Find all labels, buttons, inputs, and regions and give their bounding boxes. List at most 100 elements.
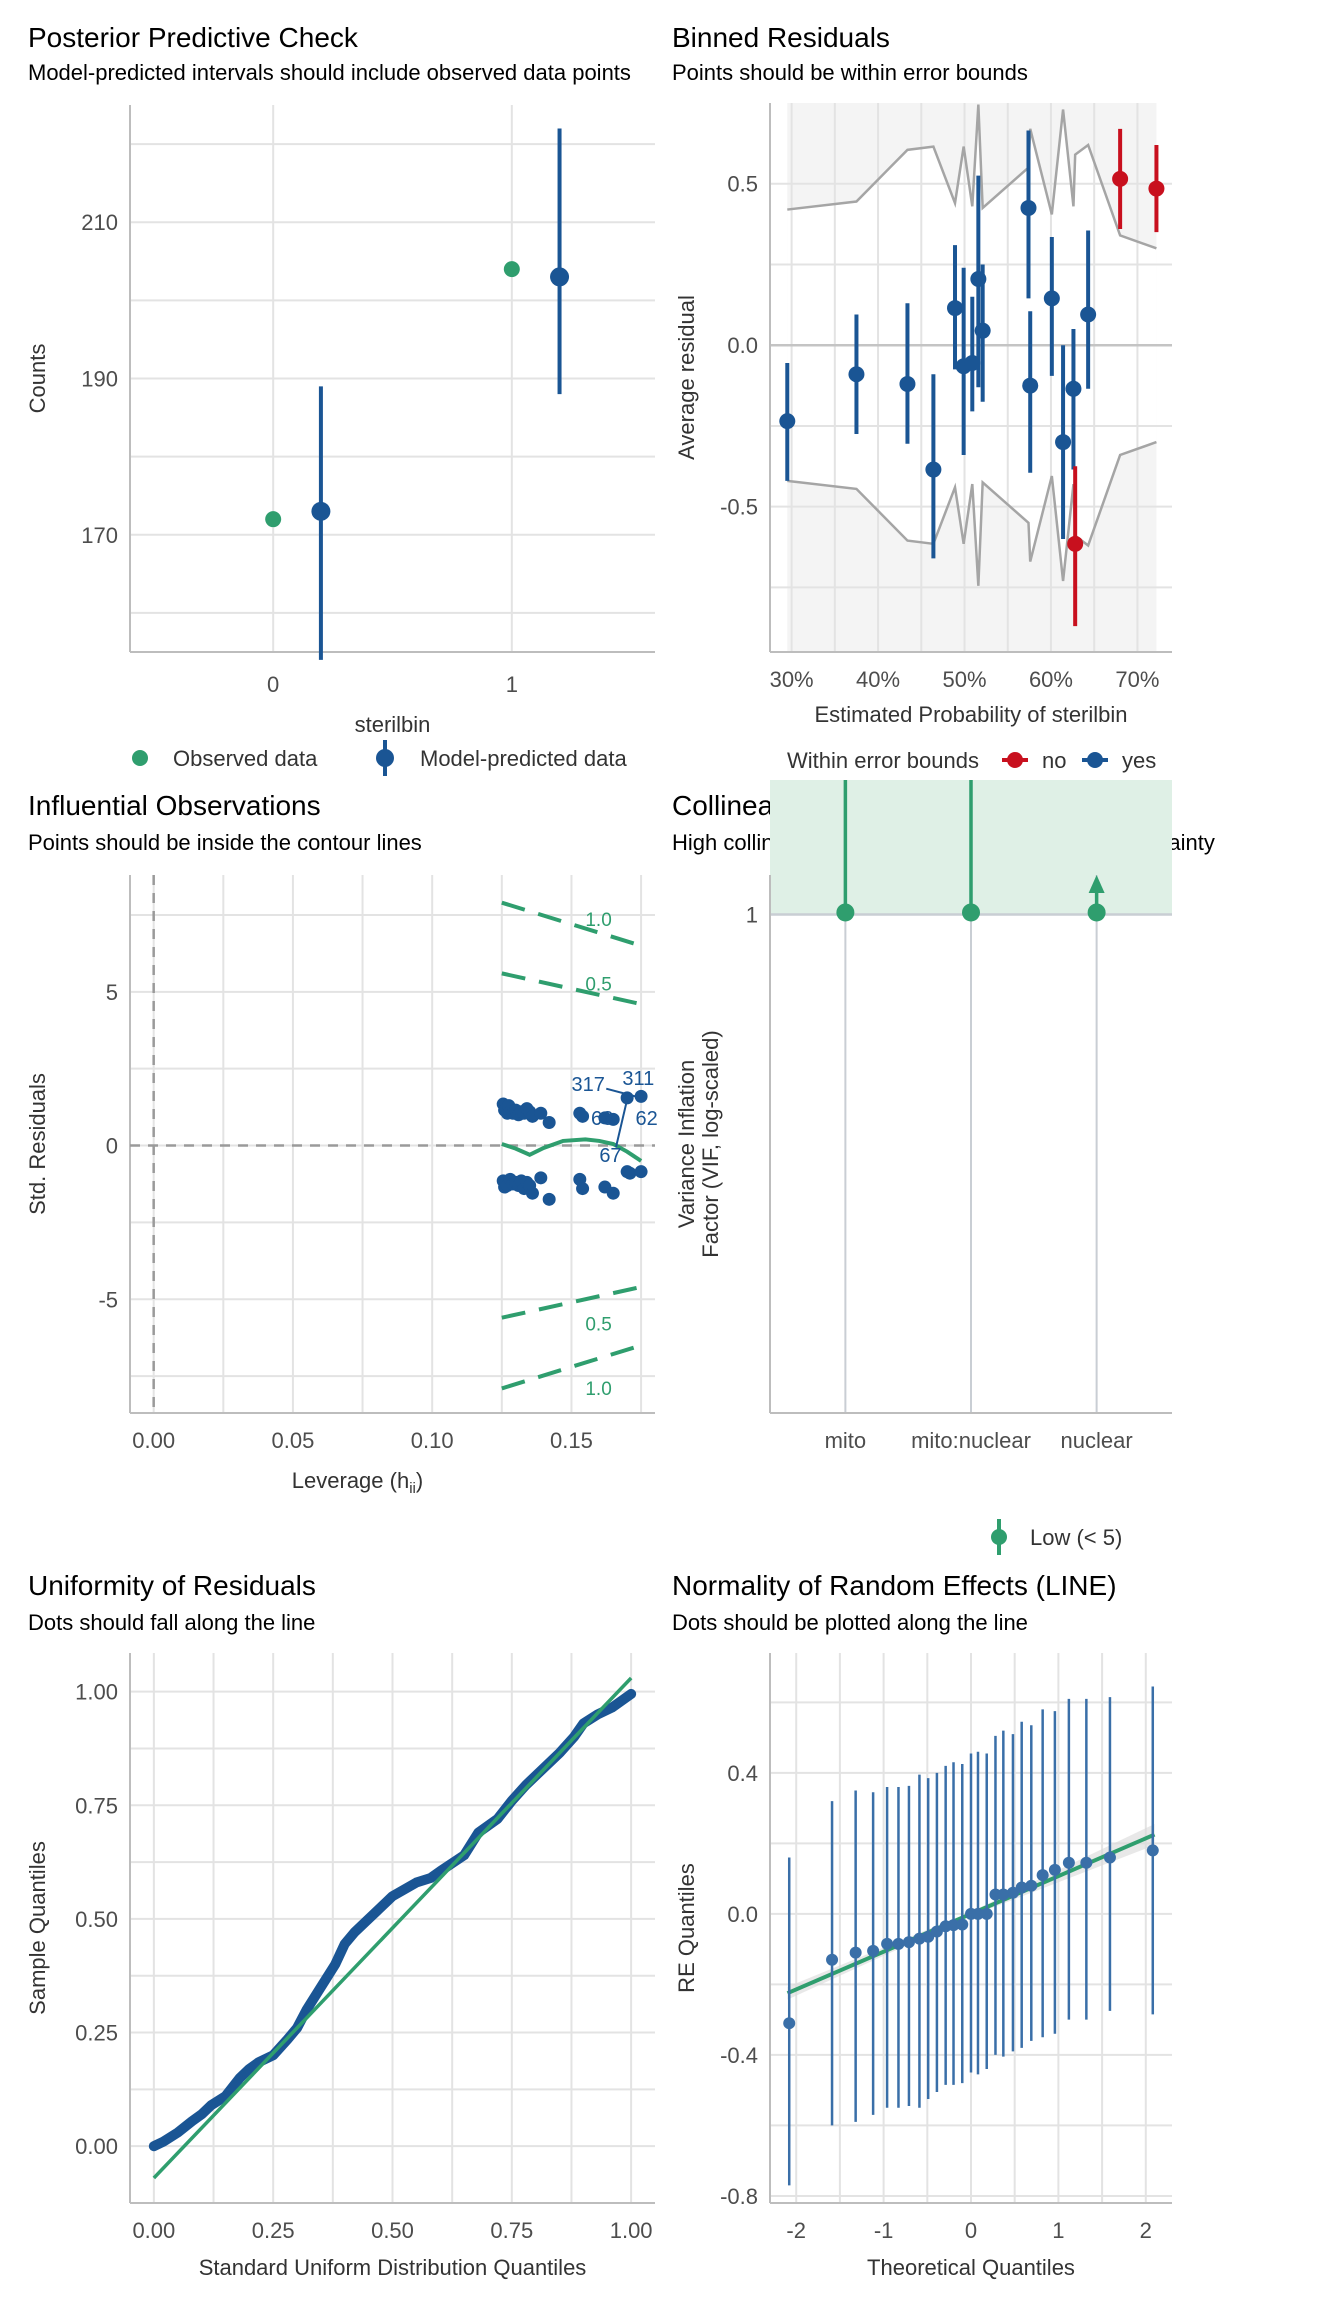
y-tick-label: -5 bbox=[98, 1287, 118, 1312]
x-axis-title: Estimated Probability of sterilbin bbox=[814, 702, 1127, 727]
y-axis-title: Sample Quantiles bbox=[25, 1841, 50, 2015]
binned-panel: Binned Residuals Points should be within… bbox=[672, 0, 1344, 780]
residual-point bbox=[974, 322, 991, 339]
observation-point bbox=[576, 1109, 590, 1123]
x-tick-label: 2 bbox=[1140, 2218, 1152, 2243]
y-tick-label: -0.5 bbox=[720, 495, 758, 520]
re-point bbox=[971, 1907, 984, 1920]
uniformity-title: Uniformity of Residuals bbox=[28, 1570, 316, 1601]
observation-point bbox=[634, 1089, 648, 1103]
normality-title: Normality of Random Effects (LINE) bbox=[672, 1570, 1117, 1601]
x-tick-label: 1 bbox=[1052, 2218, 1064, 2243]
cooks-distance-contour bbox=[501, 900, 642, 948]
y-tick-label: 0.25 bbox=[75, 2021, 118, 2046]
y-tick-label: 1.00 bbox=[75, 1680, 118, 1705]
x-tick-label: 0.15 bbox=[550, 1428, 593, 1453]
observation-point bbox=[534, 1171, 548, 1185]
re-point bbox=[902, 1936, 915, 1949]
uniformity-panel: Uniformity of Residuals Dots should fall… bbox=[0, 1560, 672, 2304]
residual-point bbox=[1067, 535, 1084, 552]
observation-label: 68 bbox=[591, 1108, 613, 1130]
label-leader-line bbox=[606, 1087, 642, 1099]
legend-observed-key bbox=[132, 750, 148, 766]
legend-observed-label: Observed data bbox=[173, 746, 318, 771]
ppc-chart: 170 190 210 0 1 sterilbin Counts Observed data M… bbox=[25, 105, 655, 776]
influential-subtitle: Points should be inside the contour line… bbox=[28, 830, 422, 855]
observation-label: 311 bbox=[622, 1068, 654, 1090]
residual-point bbox=[1112, 170, 1129, 187]
legend-yes-key-dot bbox=[1087, 752, 1103, 768]
residual-point bbox=[1043, 290, 1060, 307]
x-tick-label: 60% bbox=[1029, 667, 1073, 692]
vif-arrowhead bbox=[1088, 875, 1105, 893]
re-point bbox=[1006, 1886, 1019, 1899]
observation-point bbox=[576, 1182, 590, 1196]
re-point bbox=[867, 1944, 880, 1957]
binned-title: Binned Residuals bbox=[672, 22, 890, 53]
contour-label: 1.0 bbox=[585, 910, 611, 931]
influential-title: Influential Observations bbox=[28, 790, 321, 821]
upper-error-bound bbox=[787, 104, 1157, 250]
x-axis-title: Theoretical Quantiles bbox=[867, 2255, 1075, 2280]
re-point bbox=[881, 1937, 894, 1950]
y-tick-label: -0.4 bbox=[720, 2043, 758, 2068]
y-tick-label: 210 bbox=[81, 210, 118, 235]
observation-point bbox=[623, 1166, 637, 1180]
contour-label: 1.0 bbox=[585, 1379, 611, 1400]
x-tick-label: 0.10 bbox=[411, 1428, 454, 1453]
contour-label: 0.5 bbox=[585, 1314, 611, 1335]
observation-point bbox=[542, 1192, 556, 1206]
re-point bbox=[997, 1888, 1010, 1901]
x-tick-label: 1 bbox=[506, 672, 518, 697]
x-tick-label: 0.75 bbox=[490, 2218, 533, 2243]
loess-smooth-line bbox=[501, 1137, 643, 1163]
x-tick-label: 0.00 bbox=[132, 2218, 175, 2243]
residual-point bbox=[899, 375, 916, 392]
legend-yes-label: yes bbox=[1122, 748, 1156, 773]
y-tick-label: 0.50 bbox=[75, 1907, 118, 1932]
observation-label: 62 bbox=[636, 1108, 658, 1130]
vif-point bbox=[962, 903, 980, 922]
observed-point bbox=[265, 511, 282, 528]
x-tick-label: 1.00 bbox=[610, 2218, 653, 2243]
residual-point bbox=[947, 300, 964, 317]
re-point bbox=[1080, 1856, 1093, 1869]
y-tick-label: 0.5 bbox=[727, 172, 758, 197]
re-point bbox=[783, 2017, 796, 2030]
x-tick-label: mito bbox=[825, 1428, 867, 1453]
collinearity-panel: Collinearity High collinearity (VIF) may… bbox=[672, 780, 1344, 1560]
residual-point bbox=[964, 354, 981, 371]
x-tick-label: 0.05 bbox=[272, 1428, 315, 1453]
x-axis-title: Leverage (hii) bbox=[292, 1468, 423, 1497]
re-point bbox=[1146, 1844, 1159, 1857]
residual-point bbox=[1055, 434, 1072, 451]
legend-low-key-dot bbox=[991, 1529, 1007, 1545]
x-tick-label: 0.50 bbox=[371, 2218, 414, 2243]
legend-low-label: Low (< 5) bbox=[1030, 1525, 1122, 1550]
observation-point bbox=[542, 1115, 556, 1129]
binned-chart: -0.5 0.0 0.5 30% 40% 50% 60% 70% Estimated Proba… bbox=[674, 103, 1172, 773]
re-point bbox=[922, 1930, 935, 1943]
normality-chart: -0.8 -0.4 0.0 0.4 -2 -1 0 1 2 Theoretical Quantil… bbox=[674, 1653, 1172, 2280]
influential-panel: Influential Observations Points should b… bbox=[0, 780, 672, 1560]
y-axis-title: Counts bbox=[25, 344, 50, 414]
legend-predicted-key-dot bbox=[376, 749, 394, 767]
re-point bbox=[930, 1925, 943, 1938]
re-point bbox=[1036, 1869, 1049, 1882]
observation-point bbox=[634, 1165, 648, 1179]
x-tick-label: 0 bbox=[267, 672, 279, 697]
re-point bbox=[956, 1918, 969, 1931]
x-tick-label: 30% bbox=[770, 667, 814, 692]
re-point bbox=[980, 1907, 993, 1920]
legend-title: Within error bounds bbox=[787, 748, 979, 773]
y-tick-label: 0.0 bbox=[727, 1902, 758, 1927]
y-axis-title: Std. Residuals bbox=[25, 1073, 50, 1215]
x-tick-label: 40% bbox=[856, 667, 900, 692]
reference-line bbox=[152, 1676, 633, 2180]
residual-point bbox=[1080, 306, 1097, 323]
x-tick-label: nuclear bbox=[1061, 1428, 1133, 1453]
y-tick-label: 0.4 bbox=[727, 1761, 758, 1786]
residual-point bbox=[779, 413, 796, 430]
contour-label: 0.5 bbox=[585, 975, 611, 996]
normality-panel: Normality of Random Effects (LINE) Dots … bbox=[672, 1560, 1344, 2304]
